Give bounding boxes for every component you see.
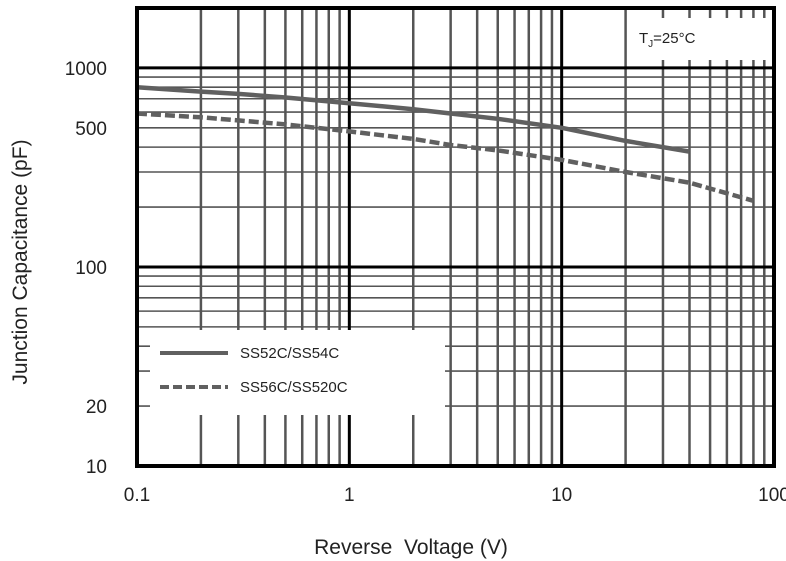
legend-label-ss56c: SS56C/SS520C xyxy=(240,379,348,396)
x-tick-label: 100 xyxy=(758,485,786,506)
legend: SS52C/SS54C SS56C/SS520C xyxy=(150,330,445,415)
y-tick-label: 20 xyxy=(86,397,107,418)
plot-frame xyxy=(135,6,776,468)
y-tick-label: 100 xyxy=(75,258,107,279)
y-tick-labels: 10 20 100 500 1000 xyxy=(65,59,107,478)
y-tick-label: 500 xyxy=(75,119,107,140)
x-tick-label: 0.1 xyxy=(124,485,150,506)
temperature-annotation: TJ=25°C xyxy=(628,18,768,60)
legend-label-ss52c: SS52C/SS54C xyxy=(240,345,339,362)
x-tick-label: 1 xyxy=(344,485,355,506)
grid-minor xyxy=(137,7,774,466)
x-tick-labels: 0.1 1 10 100 xyxy=(124,485,786,506)
x-tick-label: 10 xyxy=(551,485,572,506)
y-axis-label: Junction Capacitance (pF) xyxy=(9,139,32,384)
y-tick-label: 10 xyxy=(86,457,107,478)
series-line-solid xyxy=(136,84,690,154)
x-axis-label: Reverse Voltage (V) xyxy=(314,536,508,559)
temperature-note: TJ=25°C xyxy=(639,30,696,50)
series-line-dashed xyxy=(136,111,755,203)
y-tick-label: 1000 xyxy=(65,59,107,80)
series-layer xyxy=(136,84,755,203)
